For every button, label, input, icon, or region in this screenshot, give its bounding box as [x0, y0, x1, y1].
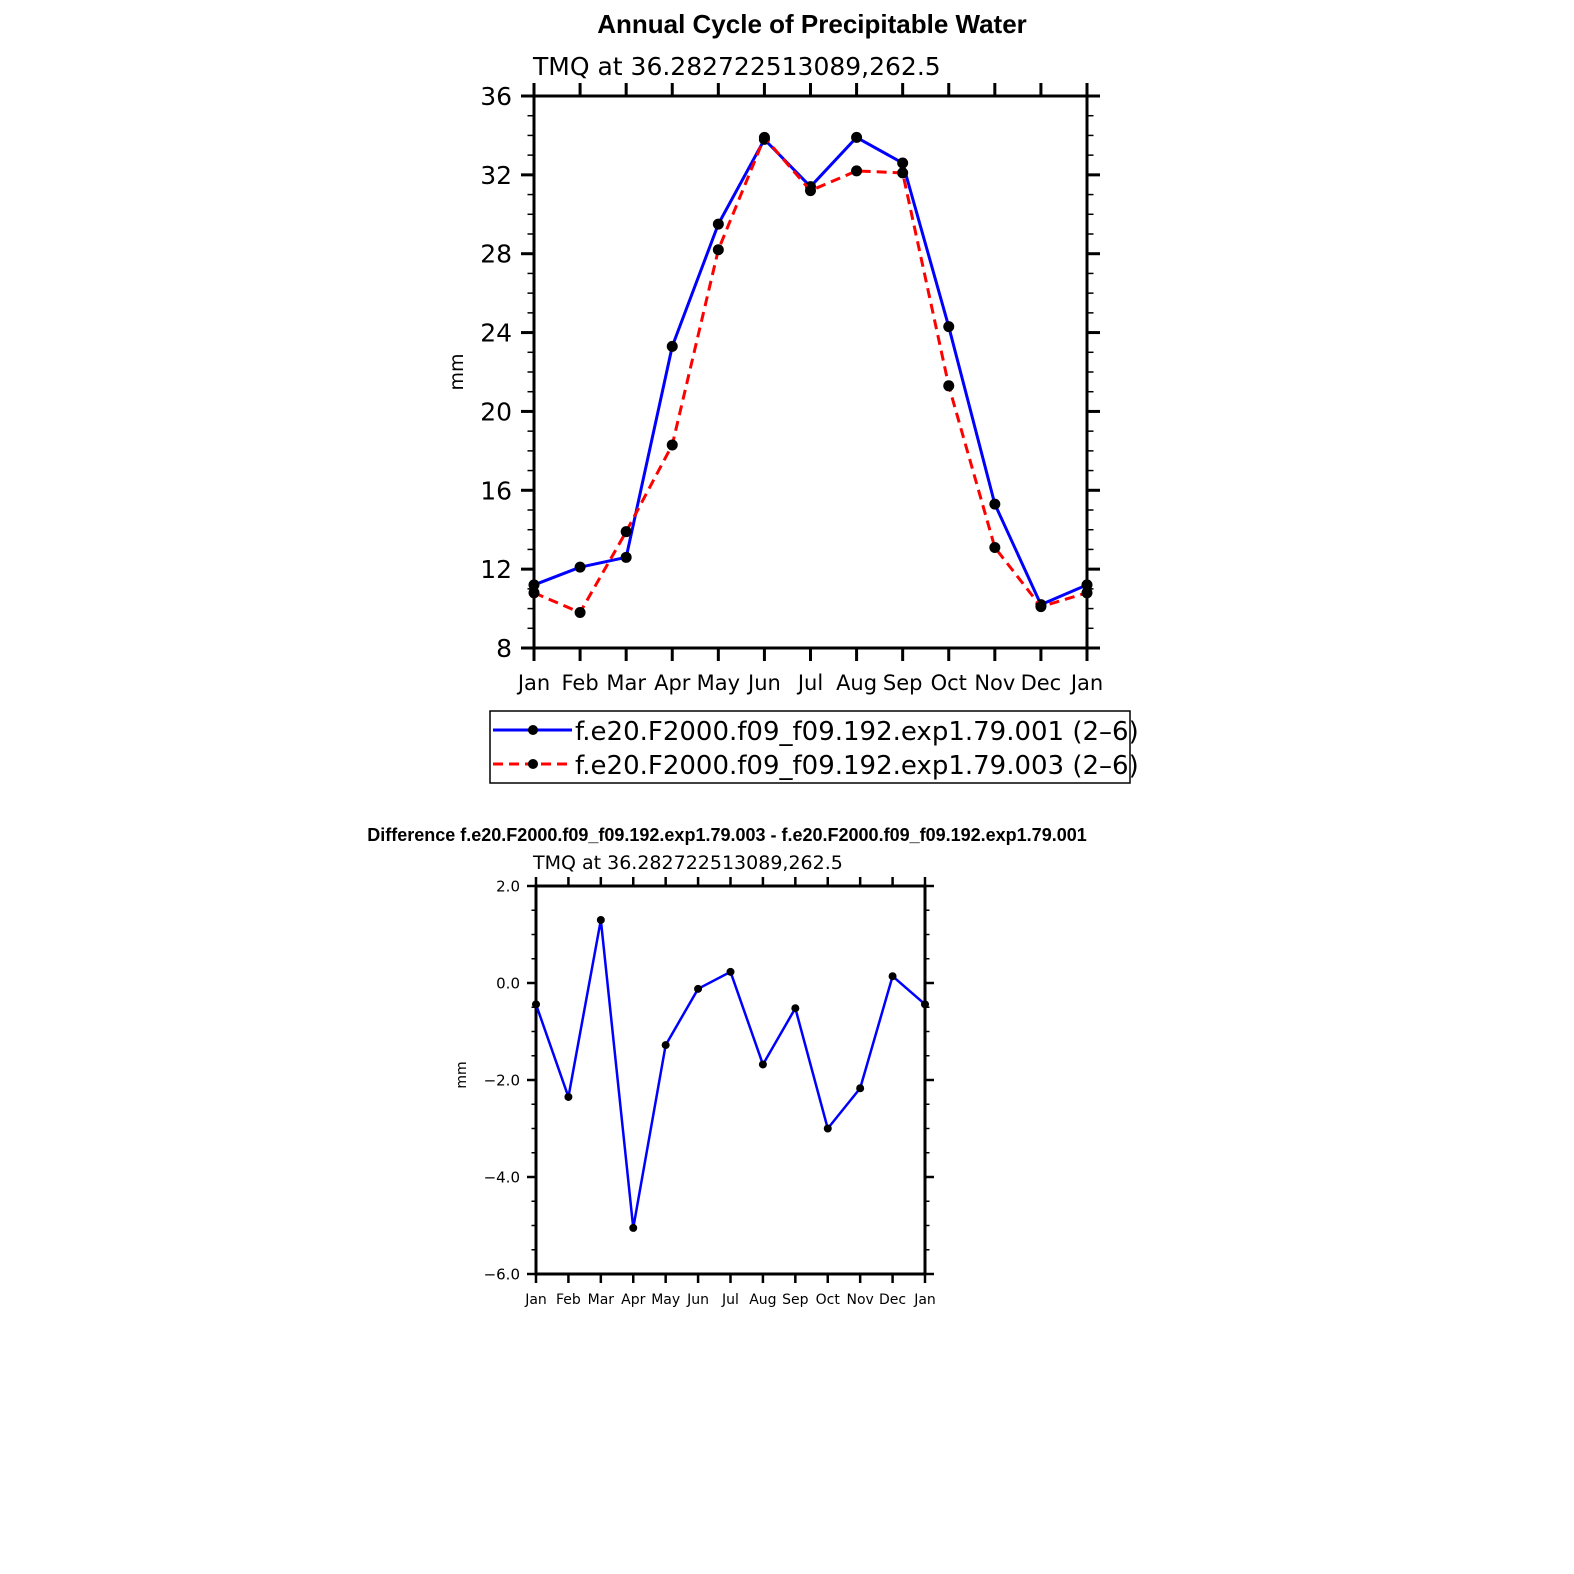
chart2-xtick-label: Mar: [588, 1292, 615, 1308]
chart1-series-2-point: [989, 541, 1001, 553]
chart2-series-1-point: [726, 967, 735, 976]
chart1-xtick-label: Mar: [606, 671, 646, 695]
chart2-xtick-label: Jul: [721, 1292, 739, 1308]
chart2-series-1-point: [694, 984, 703, 993]
chart1-series-1-point: [528, 579, 540, 591]
chart1-xtick-label: Jan: [516, 671, 550, 695]
chart1-series-1-point: [666, 340, 678, 352]
chart2-plot-frame: [534, 884, 927, 1276]
chart1-xtick-label: Jun: [746, 671, 781, 695]
legend-label-series2: f.e20.F2000.f09_f09.192.exp1.79.003 (2–6…: [575, 751, 1139, 781]
chart1-xtick-label: Jul: [796, 671, 823, 695]
chart2-series-1-point: [758, 1060, 767, 1069]
chart2-xtick-label: Jan: [913, 1292, 936, 1308]
chart2-series-1-point: [596, 915, 605, 924]
chart1-series-2-point: [851, 165, 863, 177]
legend: f.e20.F2000.f09_f09.192.exp1.79.001 (2–6…: [489, 710, 1139, 784]
chart1-series-2-point: [528, 587, 540, 599]
chart2-xtick-label: Aug: [749, 1292, 776, 1308]
chart1-xtick-label: Nov: [974, 671, 1015, 695]
chart1-ytick-label: 12: [480, 555, 512, 584]
chart2-xtick-label: Jun: [686, 1292, 709, 1308]
chart2-title: Difference f.e20.F2000.f09_f09.192.exp1.…: [367, 825, 1086, 845]
chart1-xtick-label: Oct: [931, 671, 967, 695]
chart1-series-1-point: [574, 561, 586, 573]
chart2-series-1-point: [661, 1041, 670, 1050]
chart1-series-2-point: [666, 439, 678, 451]
chart1-subtitle: TMQ at 36.282722513089,262.5: [532, 52, 941, 81]
chart1-ytick-label: 24: [480, 319, 512, 348]
legend-marker-series1: [528, 725, 538, 735]
chart2-xtick-label: Nov: [847, 1292, 874, 1308]
chart2-series-1-point: [921, 1000, 929, 1009]
chart2-xtick-label: Apr: [621, 1292, 645, 1308]
chart2-xtick-label: Feb: [556, 1292, 581, 1308]
chart2-ytick-label: 2.0: [496, 877, 520, 895]
chart2-ylabel: mm: [454, 1061, 470, 1088]
chart1-title: Annual Cycle of Precipitable Water: [597, 9, 1027, 39]
chart1-series-1-point: [1081, 579, 1093, 591]
chart1: Jan Feb Mar Apr May Jun Jul Aug Sep Oct Nov Dec Jan8…: [480, 82, 1103, 695]
chart1-ylabel: mm: [446, 353, 468, 390]
chart1-plot-frame: [532, 94, 1089, 650]
chart2-ytick-label: −2.0: [484, 1071, 520, 1089]
chart1-series-1-point: [712, 218, 724, 230]
chart2-ytick-label: 0.0: [496, 974, 520, 992]
chart1-ytick-label: 20: [480, 397, 512, 426]
chart2-series-1-point: [791, 1004, 800, 1013]
chart1-series-2-point: [620, 526, 632, 538]
chart1-series-1-point: [620, 551, 632, 563]
chart1-series-2-point: [574, 607, 586, 619]
chart2-xtick-label: Dec: [879, 1292, 906, 1308]
chart1-ytick-label: 36: [480, 82, 512, 111]
chart2-series-1-point: [564, 1092, 573, 1101]
chart2-series-1-line: [534, 918, 926, 1230]
chart1-series-2-point: [758, 131, 770, 143]
chart1-ytick-label: 28: [480, 240, 512, 269]
chart1-series-2-point: [943, 380, 955, 392]
chart1-xtick-label: May: [697, 671, 740, 695]
chart1-series-2-point: [897, 167, 909, 179]
chart2-series-1-point: [888, 972, 897, 981]
chart1-series-1-point: [943, 321, 955, 333]
chart1-series-2-point: [712, 244, 724, 256]
chart2: Jan Feb Mar Apr May Jun Jul Aug Sep Oct Nov Dec Jan−…: [484, 877, 936, 1308]
chart2-xtick-label: Oct: [816, 1292, 841, 1308]
chart1-series-2-point: [1035, 601, 1047, 613]
chart1-xtick-label: Jan: [1069, 671, 1103, 695]
chart1-xtick-label: Feb: [561, 671, 598, 695]
chart1-ytick-label: 16: [480, 476, 512, 505]
chart2-series-1-point: [856, 1084, 865, 1093]
legend-marker-series2: [528, 759, 538, 769]
chart1-xtick-label: Aug: [836, 671, 877, 695]
chart1-xtick-label: Dec: [1021, 671, 1062, 695]
chart2-ytick-label: −6.0: [484, 1265, 520, 1283]
chart2-ytick-label: −4.0: [484, 1168, 520, 1186]
chart1-series-2-point: [805, 185, 816, 197]
chart1-xtick-label: Apr: [654, 671, 691, 695]
chart1-series-1-line: [533, 135, 1088, 607]
chart2-subtitle: TMQ at 36.282722513089,262.5: [532, 852, 843, 874]
chart2-xtick-label: Sep: [782, 1292, 809, 1308]
chart2-series-1-point: [532, 1000, 540, 1009]
chart1-ytick-label: 32: [480, 161, 512, 190]
legend-label-series1: f.e20.F2000.f09_f09.192.exp1.79.001 (2–6…: [575, 717, 1139, 747]
chart1-series-1-point: [989, 498, 1001, 510]
chart1-ytick-label: 8: [496, 634, 512, 663]
chart1-series-2-point: [1081, 587, 1093, 599]
chart2-series-1-point: [823, 1124, 832, 1133]
chart2-series-1-point: [629, 1223, 638, 1232]
chart2-xtick-label: Jan: [524, 1292, 547, 1308]
chart2-xtick-label: May: [651, 1292, 680, 1308]
legend-box: [489, 710, 1131, 784]
chart1-series-2-line: [533, 135, 1088, 615]
chart1-xtick-label: Sep: [883, 671, 923, 695]
chart1-series-1-point: [897, 157, 909, 169]
chart1-series-1-point: [851, 131, 863, 143]
